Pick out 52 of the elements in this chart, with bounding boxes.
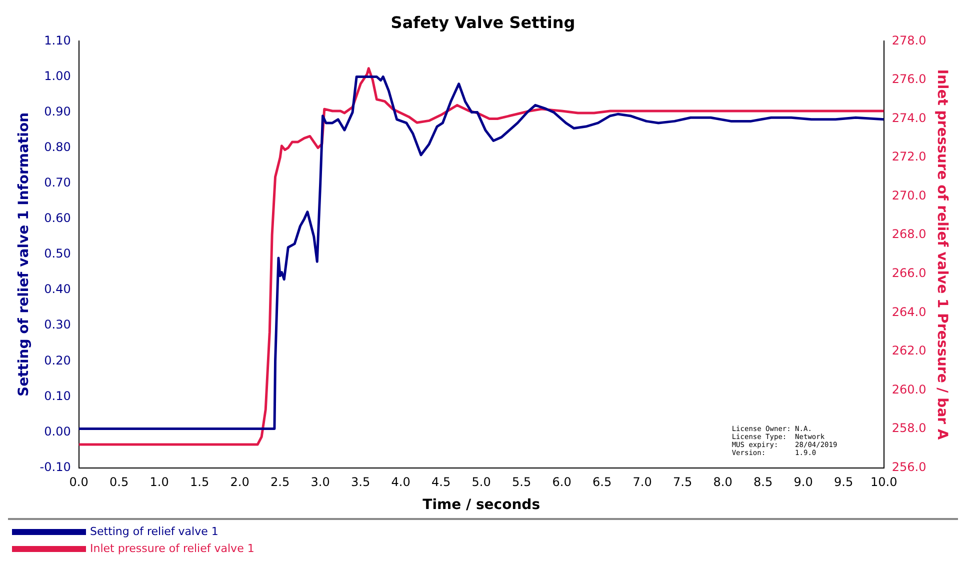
- y2-tick-label: 256.0: [892, 460, 926, 474]
- x-tick-label: 1.0: [150, 475, 169, 490]
- y-tick-label: 0.10: [44, 388, 71, 403]
- y2-tick-label: 268.0: [892, 227, 926, 242]
- x-tick-label: 3.0: [310, 475, 330, 490]
- x-tick-label: 4.5: [432, 475, 451, 490]
- y-tick-label: 0.40: [44, 282, 71, 296]
- y2-tick-label: 258.0: [892, 421, 926, 436]
- y-tick-label: 0.00: [44, 424, 71, 438]
- y-tick-label: 0.30: [44, 318, 71, 332]
- y2-tick-label: 262.0: [892, 344, 926, 358]
- text: Setting of relief valve 1: [90, 525, 218, 538]
- y-axis-title: Setting of relief valve 1 Information: [16, 112, 32, 397]
- x-tick-label: 3.5: [351, 475, 370, 490]
- x-axis-title: Time / seconds: [422, 497, 540, 514]
- x-tick-label: 9.0: [794, 475, 813, 490]
- y2-tick-label: 260.0: [892, 382, 926, 396]
- y2-tick-label: 272.0: [892, 150, 926, 164]
- y-tick-label: 0.80: [44, 140, 71, 154]
- x-tick-label: 8.0: [713, 475, 732, 490]
- x-tick-label: 8.5: [754, 475, 773, 490]
- text: Inlet pressure of relief valve 1: [90, 542, 254, 555]
- x-tick-label: 10.0: [870, 475, 898, 490]
- x-tick-label: 2.5: [270, 475, 290, 490]
- x-tick-label: 6.5: [592, 475, 612, 490]
- x-tick-label: 6.0: [552, 475, 572, 490]
- chart-title: Safety Valve Setting: [390, 12, 576, 32]
- x-tick-label: 0.0: [69, 475, 88, 490]
- y2-tick-label: 266.0: [892, 266, 926, 280]
- y-tick-label: 0.90: [44, 104, 71, 118]
- y2-tick-label: 274.0: [892, 110, 926, 125]
- x-tick-label: 0.5: [110, 475, 129, 490]
- x-tick-label: 2.0: [230, 475, 250, 490]
- x-tick-label: 4.0: [391, 475, 410, 490]
- y2-tick-label: 276.0: [892, 72, 926, 86]
- x-tick-label: 5.5: [512, 475, 532, 490]
- y-tick-label: 0.70: [44, 176, 71, 190]
- y2-tick-label: 278.0: [892, 33, 926, 48]
- y2-tick-label: 264.0: [892, 304, 926, 319]
- y2-axis-title: Inlet pressure of relief valve 1 Pressure / bar A: [934, 69, 950, 440]
- y-tick-label: 1.10: [44, 33, 71, 48]
- x-tick-label: 1.5: [190, 475, 210, 490]
- x-tick-label: 7.0: [632, 475, 652, 490]
- y2-tick-label: 270.0: [892, 188, 926, 202]
- y-tick-label: 0.20: [44, 353, 71, 368]
- y-tick-label: 1.00: [44, 68, 71, 83]
- y-tick-label: -0.10: [40, 460, 71, 474]
- y-tick-label: 0.50: [44, 246, 71, 261]
- x-tick-label: 7.5: [673, 475, 692, 490]
- x-tick-label: 5.0: [472, 475, 491, 490]
- x-tick-label: 9.5: [834, 475, 854, 490]
- y-tick-label: 0.60: [44, 211, 71, 226]
